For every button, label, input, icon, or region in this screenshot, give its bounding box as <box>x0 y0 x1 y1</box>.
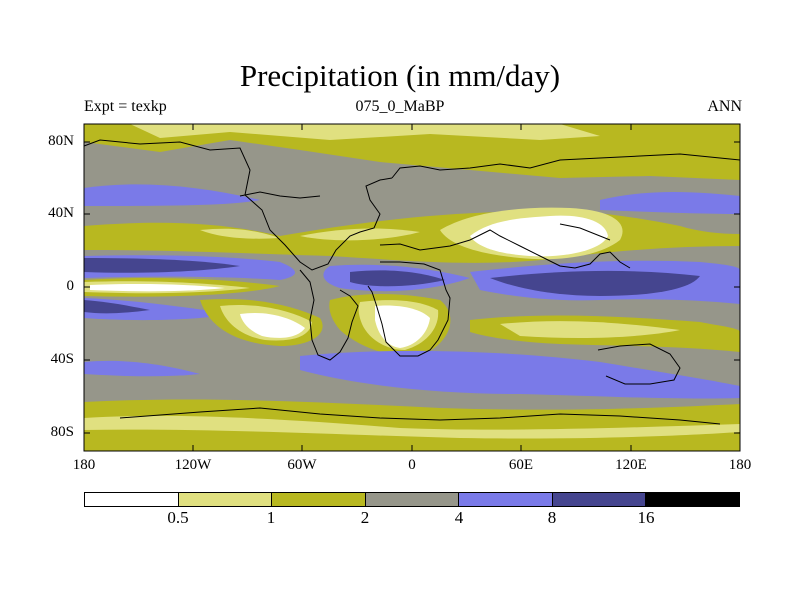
sh-tropical-blue-west <box>84 298 230 321</box>
sh-indian-yellow <box>500 321 680 338</box>
colorbar-box <box>365 493 460 506</box>
colorbar-box <box>85 493 179 506</box>
asia-dry-white <box>470 215 608 257</box>
time-label: 075_0_MaBP <box>355 98 445 115</box>
colorbar-label: 1 <box>266 508 276 527</box>
nh-storm-track-west <box>84 184 260 206</box>
plot-title: Precipitation (in mm/day) <box>239 58 561 93</box>
indopacific-darkblue <box>490 270 700 296</box>
nh-yellow-patch-2 <box>300 228 420 241</box>
africa-coast <box>367 261 451 357</box>
colorbar-box <box>272 493 366 506</box>
colorbar-label: 0.5 <box>167 508 189 527</box>
sh-storm-track <box>300 350 740 399</box>
colorbar-label: 4 <box>454 508 464 527</box>
lat-label-80n: 80N <box>48 133 74 149</box>
lon-label-120e: 120E <box>615 457 647 473</box>
north-olive-band <box>84 124 740 180</box>
north-america-coast <box>83 139 393 271</box>
eurasia-south-coast <box>379 229 631 269</box>
lat-label-0: 0 <box>66 278 75 294</box>
lat-label-40n: 40N <box>48 205 74 221</box>
colorbar-box <box>552 493 647 506</box>
antarctica-coast <box>119 407 721 425</box>
lat-ticks <box>84 141 740 434</box>
south-america-coast <box>299 269 359 361</box>
nh-storm-track-east <box>600 192 740 214</box>
atlantic-darkblue <box>350 270 445 287</box>
precip-field <box>84 124 740 451</box>
experiment-label: Expt = texkp <box>84 98 167 115</box>
colorbar-label: 8 <box>547 508 557 527</box>
sh-atlantic-white <box>375 305 430 348</box>
lon-label-180e: 180 <box>728 457 752 473</box>
colorbar <box>84 492 740 507</box>
colorbar-label: 2 <box>360 508 370 527</box>
season-label: ANN <box>707 98 742 115</box>
sh-storm-track-west <box>84 360 200 377</box>
south-olive-edge <box>84 429 740 451</box>
eurasia-north-coast <box>391 153 741 179</box>
north-yellow-band <box>130 124 600 140</box>
lat-label-80s: 80S <box>50 424 74 440</box>
china-coast <box>559 223 611 241</box>
lat-label-40s: 40S <box>50 351 74 367</box>
nh-yellow-patch-1 <box>200 228 280 239</box>
lon-label-60w: 60W <box>287 457 317 473</box>
sh-pacific-white <box>240 312 305 338</box>
colorbar-label: 16 <box>637 508 655 527</box>
colorbar-box <box>459 493 553 506</box>
equatorial-darkblue-west <box>84 258 240 273</box>
lon-label-180w: 180 <box>72 457 96 473</box>
lon-label-120w: 120W <box>174 457 212 473</box>
lon-label-60e: 60E <box>508 457 534 473</box>
coastlines <box>83 139 741 425</box>
lon-label-0: 0 <box>408 457 416 473</box>
colorbar-box <box>646 493 740 506</box>
lon-ticks <box>192 124 632 451</box>
dry-tongue-white <box>90 284 225 292</box>
australia-coast <box>597 343 681 385</box>
sh-tropical-darkblue-west <box>84 300 150 314</box>
canada-shield <box>239 191 321 199</box>
colorbar-box <box>178 493 273 506</box>
